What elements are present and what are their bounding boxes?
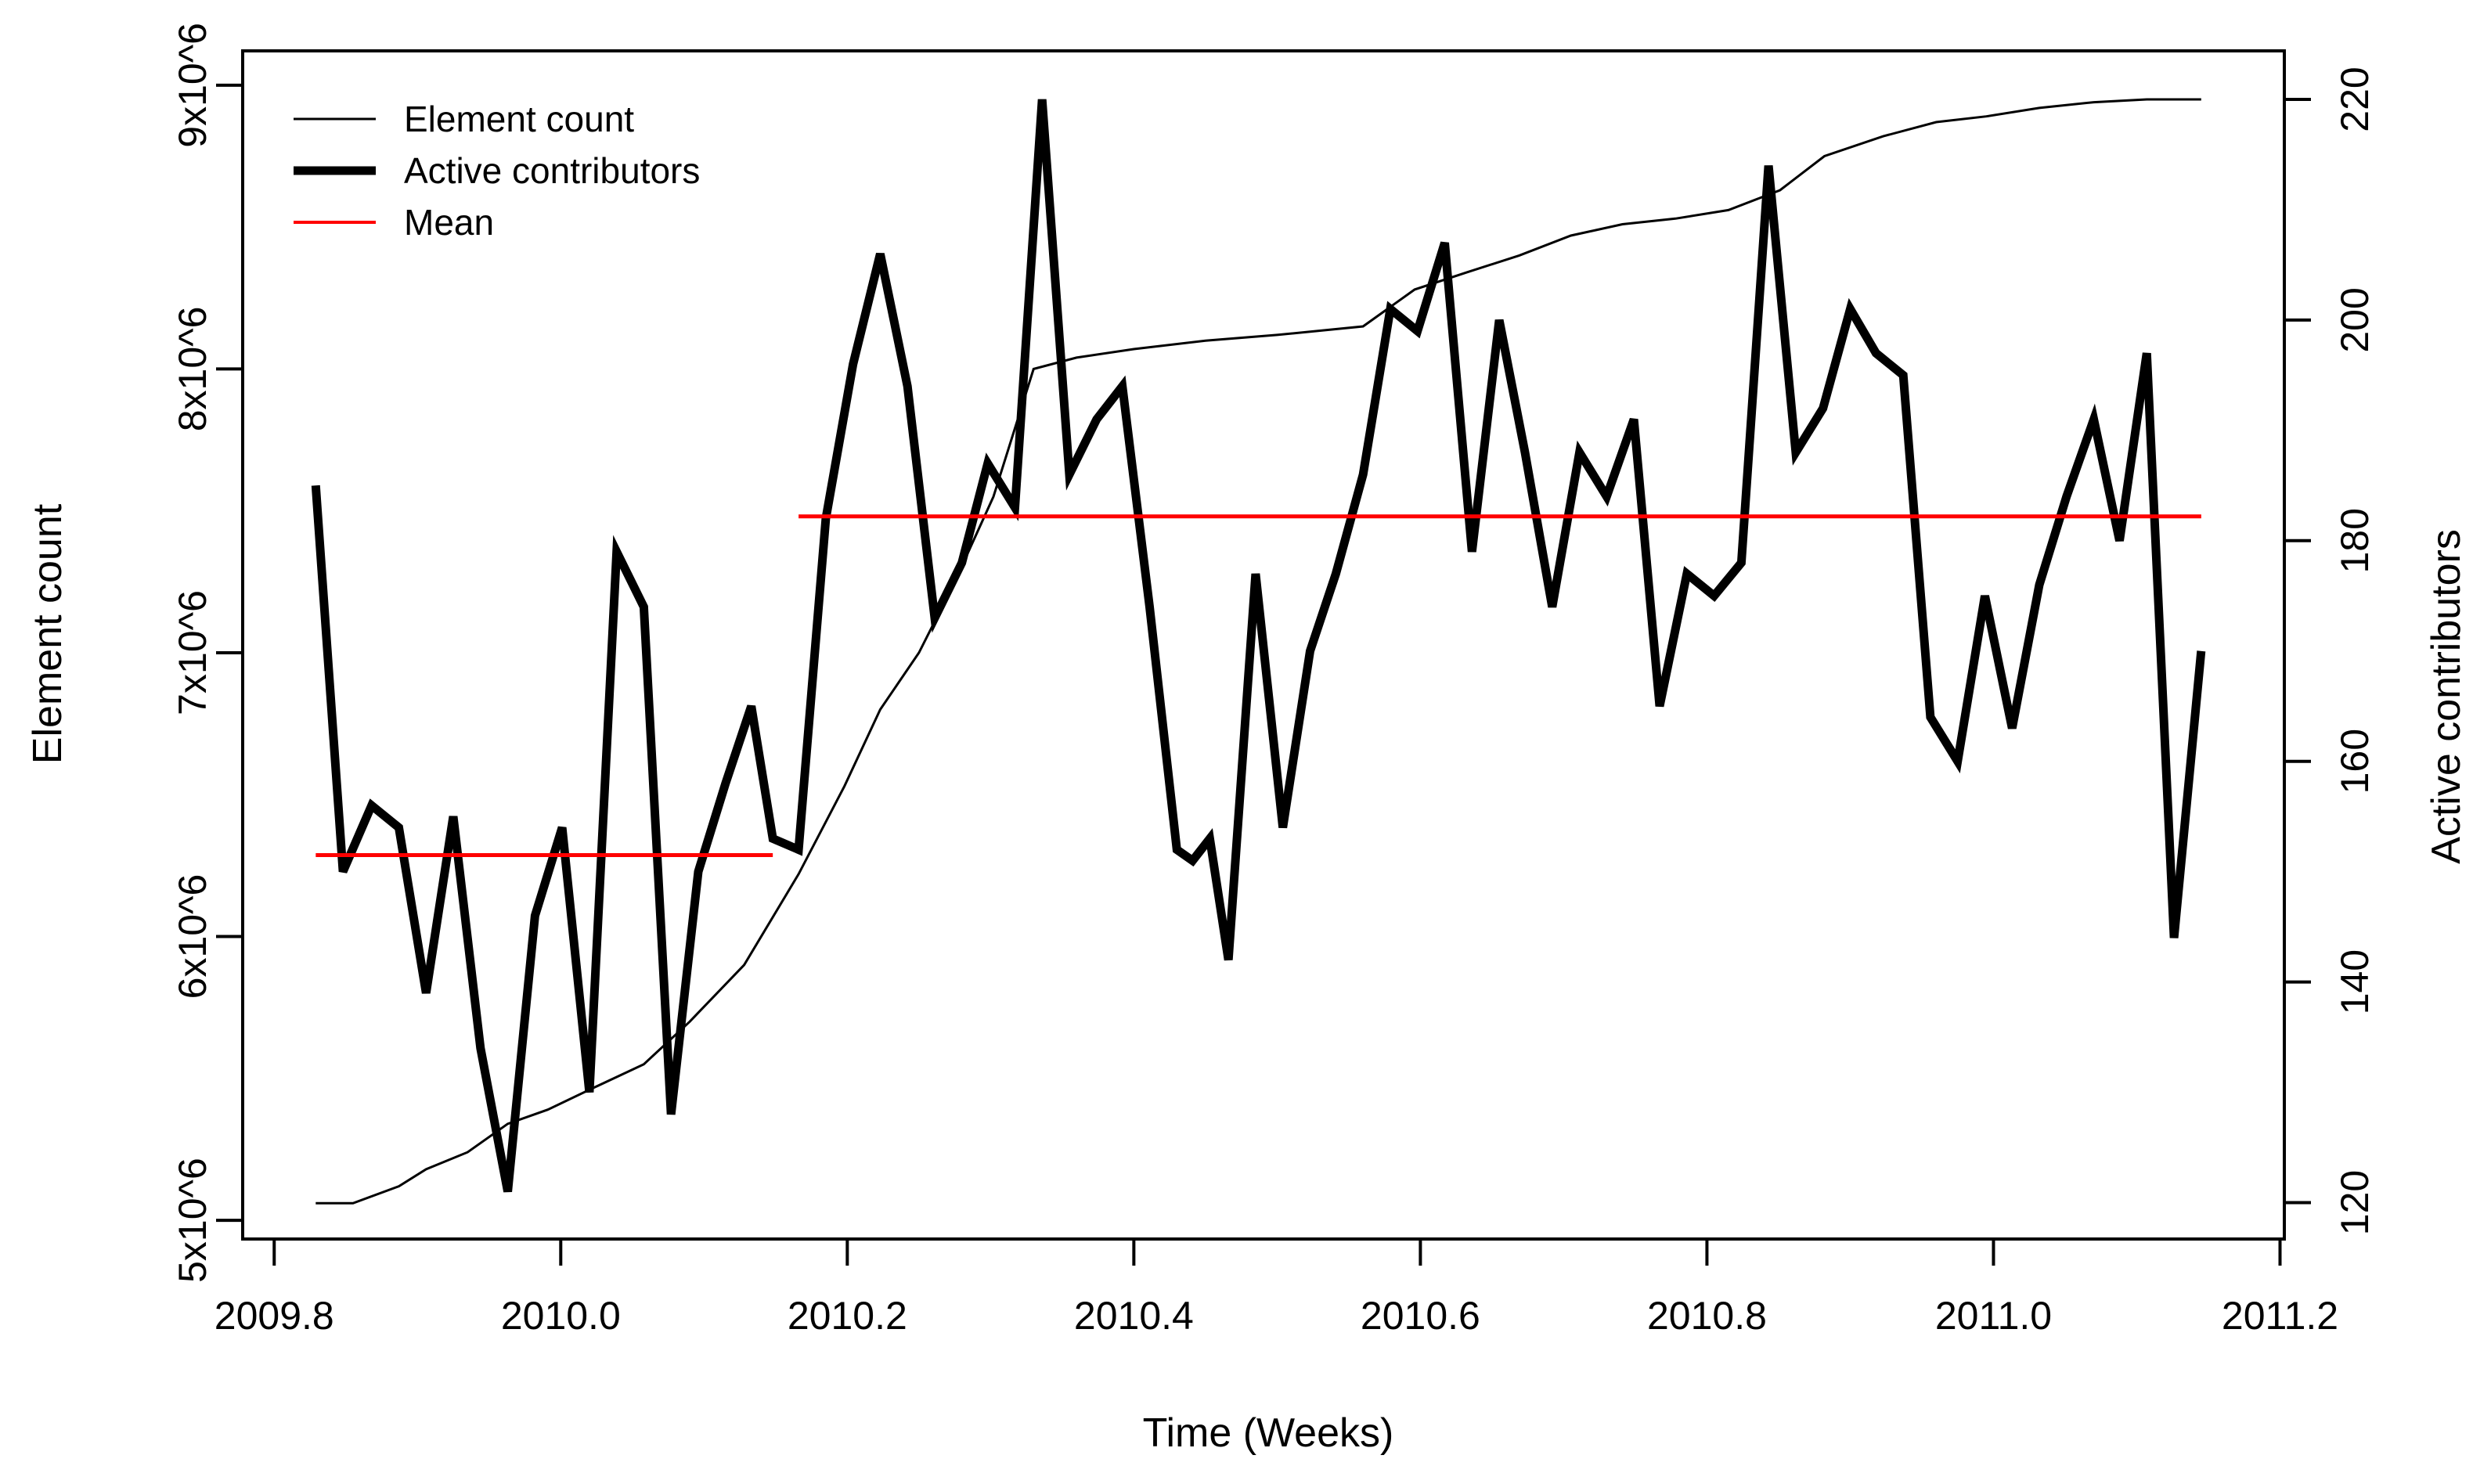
legend-label-element-count: Element count bbox=[404, 99, 634, 139]
series-lines bbox=[311, 98, 2206, 1205]
element-count-line bbox=[315, 98, 2201, 1205]
y-axis-left-title: Element count bbox=[25, 503, 70, 764]
y-right-tick-label: 160 bbox=[2333, 729, 2377, 794]
y-axis-left-ticks: 5x10^6 6x10^6 7x10^6 8x10^6 9x10^6 bbox=[171, 23, 243, 1283]
y-left-tick-label: 6x10^6 bbox=[171, 874, 214, 1000]
y-left-tick-label: 8x10^6 bbox=[171, 307, 214, 432]
x-tick-label: 2010.0 bbox=[501, 1294, 621, 1338]
x-tick-label: 2009.8 bbox=[214, 1294, 334, 1338]
y-left-tick-label: 9x10^6 bbox=[171, 23, 214, 148]
y-right-tick-label: 140 bbox=[2333, 949, 2377, 1014]
active-contributors-line bbox=[311, 99, 2206, 1193]
x-tick-label: 2010.6 bbox=[1361, 1294, 1480, 1338]
y-left-tick-label: 5x10^6 bbox=[171, 1158, 214, 1283]
y-right-tick-label: 220 bbox=[2333, 67, 2377, 131]
legend-label-mean: Mean bbox=[404, 202, 494, 243]
x-tick-label: 2011.0 bbox=[1935, 1294, 2052, 1338]
plot-border bbox=[241, 49, 2286, 1241]
y-axis-right-title: Active contributors bbox=[2424, 529, 2469, 864]
legend-label-active-contributors: Active contributors bbox=[404, 150, 700, 191]
y-right-tick-label: 120 bbox=[2333, 1170, 2377, 1235]
x-axis-title: Time (Weeks) bbox=[1143, 1410, 1394, 1456]
x-tick-label: 2011.2 bbox=[2222, 1294, 2338, 1338]
x-tick-label: 2010.8 bbox=[1647, 1294, 1767, 1338]
x-tick-label: 2010.4 bbox=[1074, 1294, 1194, 1338]
legend: Element count Active contributors Mean bbox=[294, 99, 700, 243]
y-axis-right-ticks: 120 140 160 180 200 220 bbox=[2284, 67, 2377, 1235]
y-left-tick-label: 7x10^6 bbox=[171, 590, 214, 715]
y-right-tick-label: 180 bbox=[2333, 508, 2377, 573]
x-tick-label: 2010.2 bbox=[788, 1294, 907, 1338]
x-axis-ticks: 2009.8 2010.0 2010.2 2010.4 2010.6 2010.8 2011… bbox=[214, 1239, 2338, 1338]
y-right-tick-label: 200 bbox=[2333, 287, 2377, 352]
